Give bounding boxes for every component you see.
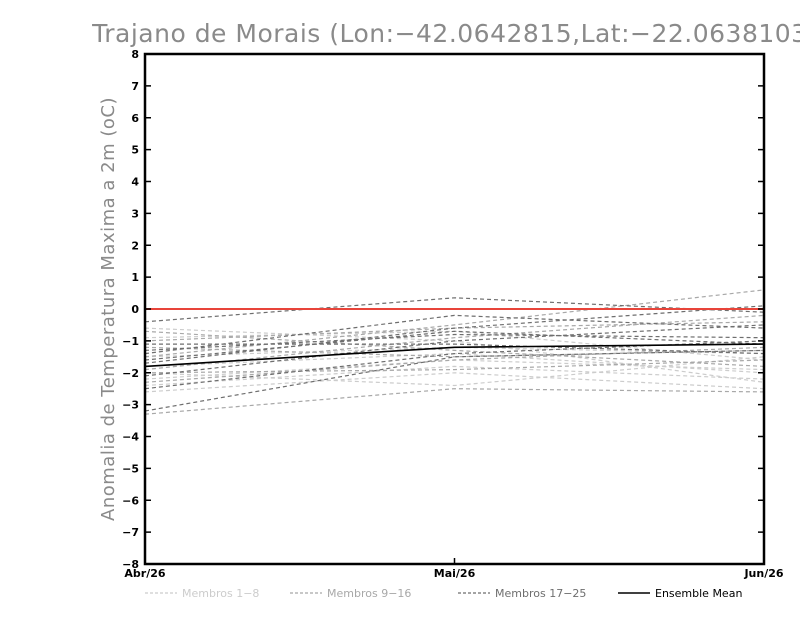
member-line-2 <box>144 365 765 387</box>
member-line-25 <box>145 343 765 355</box>
y-tick-label: 6 <box>131 112 139 125</box>
y-tick-label: 3 <box>131 207 139 220</box>
x-tick-label: Jun/26 <box>743 567 783 580</box>
y-tick-label: −5 <box>122 462 139 475</box>
legend-label: Membros 17−25 <box>495 587 586 600</box>
y-tick-label: 2 <box>131 239 139 252</box>
series-layer <box>144 289 765 415</box>
member-line-4 <box>144 356 765 387</box>
y-tick-layer: −8 −7 −6 −5 −4 −3 −2 −1 0 1 2 3 4 5 6 7 8 <box>122 48 764 571</box>
member-line-22 <box>144 330 765 361</box>
member-line-18 <box>144 324 765 377</box>
ensemble-mean-line <box>144 343 765 368</box>
chart-title: Trajano de Morais (Lon:−42.0642815,Lat:−… <box>91 19 800 48</box>
x-tick-layer: Abr/26 Mai/26 Jun/26 <box>124 558 784 580</box>
member-line-13 <box>144 346 765 358</box>
y-tick-label: −7 <box>122 526 139 539</box>
y-tick-label: −2 <box>122 367 139 380</box>
x-tick-label: Abr/26 <box>124 567 165 580</box>
member-line-12 <box>144 289 765 358</box>
member-line-15 <box>144 330 765 367</box>
member-line-16 <box>144 359 765 374</box>
y-tick-label: 4 <box>131 176 139 189</box>
y-tick-label: −6 <box>122 494 139 507</box>
member-line-23 <box>144 333 765 351</box>
y-tick-label: −8 <box>122 558 139 571</box>
y-tick-label: 5 <box>131 144 139 157</box>
legend-label: Membros 1−8 <box>182 587 259 600</box>
legend: Membros 1−8 Membros 9−16 Membros 17−25 Ense… <box>145 587 742 600</box>
y-tick-label: 0 <box>131 303 139 316</box>
y-tick-label: −1 <box>122 335 139 348</box>
legend-label: Membros 9−16 <box>327 587 411 600</box>
member-line-9 <box>144 388 765 415</box>
member-line-10 <box>144 346 765 383</box>
x-tick-label: Mai/26 <box>434 567 476 580</box>
y-tick-label: 7 <box>131 80 139 93</box>
member-line-19 <box>144 305 765 364</box>
y-tick-label: 8 <box>131 48 139 61</box>
member-line-11 <box>144 314 765 371</box>
member-line-20 <box>144 314 765 355</box>
legend-label: Ensemble Mean <box>655 587 742 600</box>
y-axis-label: Anomalia de Temperatura Maxima a 2m (oC) <box>98 97 119 521</box>
y-tick-label: 1 <box>131 271 139 284</box>
y-tick-label: −4 <box>122 431 139 444</box>
member-line-24 <box>144 340 765 390</box>
member-line-17 <box>144 349 765 412</box>
member-line-21 <box>144 297 765 323</box>
y-tick-label: −3 <box>122 399 139 412</box>
member-line-1 <box>144 372 765 393</box>
